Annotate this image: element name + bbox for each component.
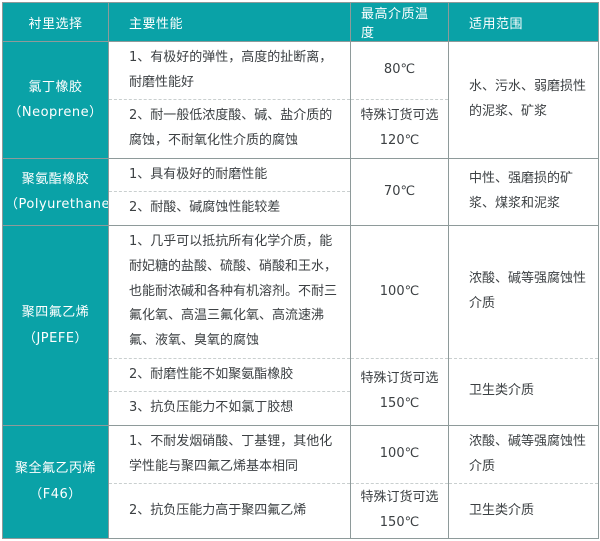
scope-cell: 卫生类介质 <box>448 483 599 539</box>
temp-cell: 特殊订货可选 120℃ <box>350 99 449 159</box>
temp-note: 特殊订货可选 <box>360 108 439 124</box>
performance-cell: 2、耐一般低浓度酸、碱、盐介质的腐蚀，不耐氧化性介质的腐蚀 <box>108 99 351 159</box>
liner-cell-ptfe: 聚四氟乙烯 （JPEFE） <box>2 225 109 426</box>
scope-cell: 水、污水、弱磨损性的泥浆、矿浆 <box>448 41 599 159</box>
table-row: 2、耐一般低浓度酸、碱、盐介质的腐蚀，不耐氧化性介质的腐蚀 特殊订货可选 120… <box>3 99 599 159</box>
table-row: 2、耐酸、碱腐蚀性能较差 <box>3 191 599 226</box>
liner-name: 氯丁橡胶 <box>28 79 83 95</box>
liner-name-en: （Polyurethane） <box>5 196 109 212</box>
liner-name-en: （Neoprene） <box>8 104 103 120</box>
performance-cell: 1、有极好的弹性，高度的扯断离，耐磨性能好 <box>108 40 351 100</box>
header-row: 衬里选择 主要性能 最高介质温度 适用范围 <box>2 2 599 42</box>
table-row: 聚四氟乙烯 （JPEFE） 1、几乎可以抵抗所有化学介质，能耐妃糖的盐酸、硫酸、… <box>2 225 599 426</box>
temp-value: 150℃ <box>379 515 420 530</box>
column-header-liner: 衬里选择 <box>2 2 109 42</box>
table-row: 氯丁橡胶 （Neoprene） 1、有极好的弹性，高度的扯断离，耐磨性能好 80… <box>2 40 599 159</box>
scope-cell: 浓酸、碱等强腐蚀性介质 <box>448 225 599 359</box>
liner-name-en: （JPEFE） <box>22 330 89 346</box>
liner-name: 聚氨酯橡胶 <box>21 171 90 187</box>
table-row: 聚全氟乙丙烯 （F46） 1、不耐发烟硝酸、丁基锂，其他化学性能与聚四氟乙烯基本… <box>2 424 599 539</box>
performance-cell: 1、几乎可以抵抗所有化学介质，能耐妃糖的盐酸、硫酸、硝酸和王水，也能耐浓碱和各种… <box>108 225 351 359</box>
temp-note: 特殊订货可选 <box>360 371 439 387</box>
temp-value: 120℃ <box>379 133 420 149</box>
performance-cell: 2、耐酸、碱腐蚀性能较差 <box>108 191 351 226</box>
performance-cell: 1、具有极好的耐磨性能 <box>108 157 351 192</box>
scope-cell: 浓酸、碱等强腐蚀性介质 <box>448 424 599 484</box>
liner-cell-f46: 聚全氟乙丙烯 （F46） <box>2 424 109 539</box>
performance-cell: 3、抗负压能力不如氯丁胶想 <box>108 391 351 426</box>
table-row: 2、耐磨性能不如聚氨酯橡胶 特殊订货可选 150℃ 卫生类介质 <box>3 357 599 426</box>
temp-cell: 特殊订货可选 150℃ <box>350 357 449 426</box>
liner-name-en: （F46） <box>29 486 82 502</box>
liner-name: 聚四氟乙烯 <box>21 305 90 321</box>
liner-cell-polyurethane: 聚氨酯橡胶 （Polyurethane） <box>2 157 109 226</box>
scope-cell: 卫生类介质 <box>448 357 599 426</box>
temp-value: 150℃ <box>379 395 420 411</box>
table-row: 聚氨酯橡胶 （Polyurethane） 1、具有极好的耐磨性能 70℃ 中性、… <box>2 157 599 226</box>
temp-cell: 80℃ <box>350 40 449 100</box>
temp-cell: 70℃ <box>350 157 449 226</box>
performance-cell: 2、抗负压能力高于聚四氟乙烯 <box>108 483 351 539</box>
column-header-max-temp: 最高介质温度 <box>350 2 449 42</box>
temp-cell: 特殊订货可选 150℃ <box>350 483 449 539</box>
performance-cell: 2、耐磨性能不如聚氨酯橡胶 <box>108 357 351 392</box>
scope-cell: 中性、强磨损的矿浆、煤浆和泥浆 <box>448 157 599 226</box>
performance-cell: 1、不耐发烟硝酸、丁基锂，其他化学性能与聚四氟乙烯基本相同 <box>108 424 351 484</box>
liner-cell-neoprene: 氯丁橡胶 （Neoprene） <box>2 41 109 159</box>
column-header-scope: 适用范围 <box>448 2 599 42</box>
column-header-performance: 主要性能 <box>108 2 351 42</box>
temp-cell: 100℃ <box>350 225 449 359</box>
liner-name: 聚全氟乙丙烯 <box>14 461 96 477</box>
temp-note: 特殊订货可选 <box>360 490 439 506</box>
table-row: 3、抗负压能力不如氯丁胶想 <box>3 391 599 426</box>
temp-cell: 100℃ <box>350 424 449 484</box>
